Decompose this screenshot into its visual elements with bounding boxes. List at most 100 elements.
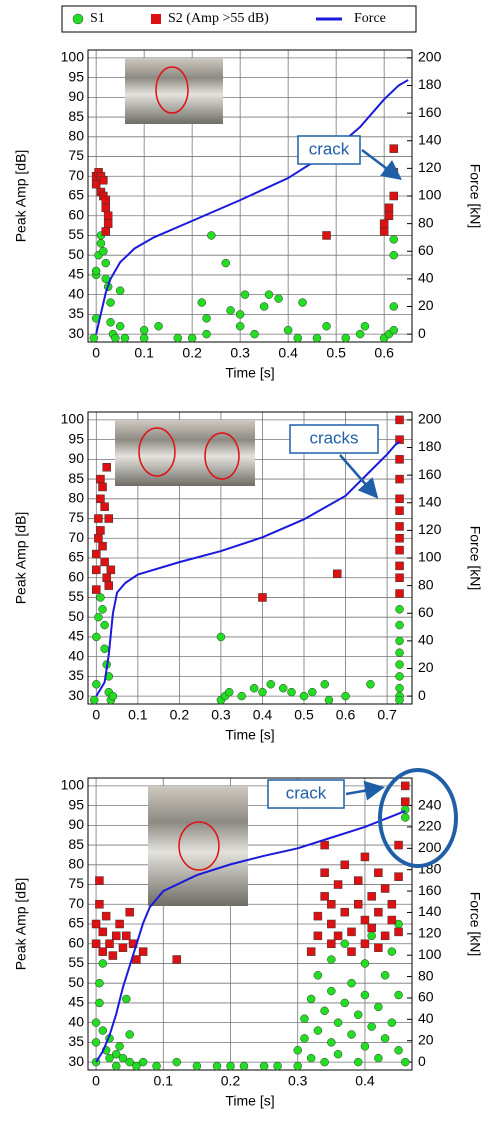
legend-label: S1 <box>90 11 105 26</box>
point <box>192 1061 202 1071</box>
y-tick-label: 65 <box>68 187 84 203</box>
point <box>216 632 226 642</box>
point <box>340 998 350 1008</box>
point <box>94 612 103 622</box>
point <box>395 522 404 531</box>
y-tick-label: 60 <box>68 934 84 950</box>
point <box>353 1010 363 1020</box>
point <box>293 1046 302 1055</box>
point <box>306 994 316 1004</box>
y-tick-label: 35 <box>68 305 84 321</box>
y-tick-label: 40 <box>68 285 84 301</box>
point <box>132 1061 141 1071</box>
point <box>341 691 350 701</box>
point <box>122 931 131 941</box>
x-axis-label: Time [s] <box>225 727 274 743</box>
point <box>224 687 234 697</box>
x-tick-label: 0.5 <box>294 707 314 723</box>
point <box>360 1042 370 1051</box>
point <box>235 321 245 331</box>
y-tick-label: 35 <box>68 1033 84 1049</box>
point <box>98 482 107 492</box>
point <box>347 1030 356 1039</box>
point <box>99 246 108 256</box>
y-tick-label: 55 <box>68 588 84 604</box>
y2-tick-label: 140 <box>418 903 442 919</box>
point <box>98 947 108 956</box>
point <box>115 321 125 331</box>
x-tick-label: 0.4 <box>355 1073 375 1089</box>
y-tick-label: 80 <box>68 856 84 872</box>
point <box>100 644 109 654</box>
point <box>258 593 267 602</box>
chart: 30 35 40 45 50 55 60 65 70 75 80 85 90 95 100 0 0.1 0.2 0.… <box>13 49 484 381</box>
point <box>138 1057 148 1067</box>
x-tick-label: 0 <box>92 707 100 723</box>
point <box>340 860 350 870</box>
point <box>327 900 336 909</box>
point <box>100 502 109 511</box>
point <box>401 797 410 806</box>
annotation-box <box>297 135 361 165</box>
point <box>367 923 376 933</box>
point <box>240 290 250 299</box>
point <box>91 179 101 189</box>
y-tick-label: 45 <box>68 266 84 282</box>
annotation-box <box>289 424 379 454</box>
point <box>395 672 404 681</box>
point <box>320 840 329 850</box>
point <box>333 931 343 941</box>
y2-tick-label: 20 <box>418 1031 434 1047</box>
annotation: cracks <box>309 428 358 447</box>
y-tick-label: 70 <box>68 167 84 183</box>
y-tick-label: 50 <box>68 608 84 624</box>
point <box>306 947 316 956</box>
point <box>139 325 149 335</box>
plot-frame <box>87 777 413 1071</box>
point <box>320 1006 329 1016</box>
y-tick-label: 100 <box>61 49 85 65</box>
point <box>111 333 120 343</box>
point <box>379 227 389 236</box>
y2-tick-label: 120 <box>418 521 442 537</box>
force-line <box>95 441 401 697</box>
legend-marker <box>72 13 84 25</box>
point <box>327 919 336 929</box>
point <box>237 691 246 701</box>
y2-tick-label: 20 <box>418 659 434 675</box>
point <box>96 474 105 484</box>
point <box>98 959 108 968</box>
y2-axis-label: Force [kN] <box>467 526 483 591</box>
point <box>92 632 101 642</box>
point <box>333 880 343 889</box>
y-tick-label: 45 <box>68 994 84 1010</box>
x-tick-label: 0.5 <box>326 345 346 361</box>
x-tick-label: 0.6 <box>336 707 356 723</box>
point <box>125 1030 134 1039</box>
point <box>327 1038 336 1047</box>
y-axis-label: Peak Amp [dB] <box>13 878 29 971</box>
point <box>108 691 118 701</box>
y-tick-label: 100 <box>61 777 85 793</box>
point <box>333 1018 343 1027</box>
y-tick-label: 90 <box>68 88 84 104</box>
point <box>374 907 383 917</box>
y2-tick-label: 80 <box>418 214 434 230</box>
point <box>125 907 134 917</box>
y2-tick-label: 200 <box>418 411 442 427</box>
point <box>308 687 317 697</box>
point <box>101 227 111 236</box>
y2-tick-label: 160 <box>418 466 442 482</box>
force-line <box>95 809 406 1063</box>
y-tick-label: 85 <box>68 108 84 124</box>
y-tick-label: 55 <box>68 226 84 242</box>
point <box>172 1057 181 1067</box>
point <box>401 1057 410 1067</box>
point <box>395 435 404 444</box>
point <box>197 298 207 307</box>
point <box>367 892 376 901</box>
point <box>374 1002 383 1012</box>
y2-tick-label: 40 <box>418 632 434 648</box>
point <box>111 931 121 941</box>
